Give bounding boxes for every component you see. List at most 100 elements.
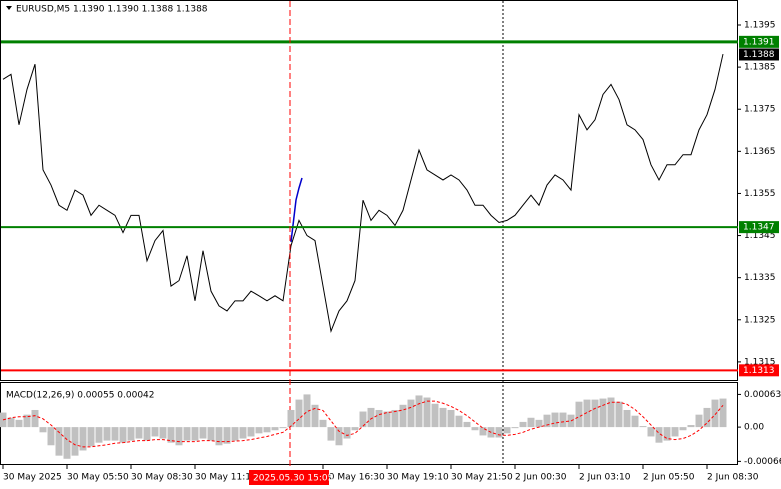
macd-bar [527, 417, 535, 428]
macd-bar [47, 427, 55, 446]
macd-bar [343, 427, 351, 439]
macd-bar [223, 427, 231, 444]
macd-bar [279, 427, 287, 429]
macd-bar [671, 427, 679, 437]
macd-bar [7, 417, 15, 428]
price-panel [0, 0, 738, 381]
y-tick-label: 1.1315 [744, 357, 776, 367]
macd-bar [431, 403, 439, 428]
x-tick-label: 30 May 2025 [3, 473, 62, 483]
crosshair-label: 2025.05.30 15:05 [253, 474, 333, 484]
x-tick-label: 30 May 11:10 [195, 473, 257, 483]
x-tick-label: 2 Jun 08:30 [707, 473, 759, 483]
level-label: 1.1391 [743, 37, 775, 47]
macd-bar [719, 398, 727, 428]
macd-bar [415, 395, 423, 428]
macd-bar [607, 397, 615, 428]
last-price-label: 1.1388 [743, 50, 775, 60]
macd-bar [471, 427, 479, 431]
macd-bar [383, 411, 391, 428]
y-tick-label: 1.1335 [744, 273, 776, 283]
macd-bar [207, 427, 215, 441]
macd-bar [55, 427, 63, 456]
macd-bar [191, 427, 199, 441]
macd-bar [519, 421, 527, 428]
macd-bar [119, 427, 127, 443]
macd-bar [231, 427, 239, 441]
macd-bar [295, 399, 303, 428]
macd-bar [143, 427, 151, 441]
macd-bar [103, 427, 111, 441]
macd-bar [543, 414, 551, 428]
level-label-box [739, 221, 779, 234]
macd-bar [327, 427, 335, 441]
macd-bar [695, 414, 703, 428]
macd-bar [391, 409, 399, 428]
macd-bar [39, 427, 47, 433]
macd-bar [423, 397, 431, 428]
macd-bar [439, 407, 447, 428]
macd-bar [551, 412, 559, 428]
macd-bar [95, 427, 103, 443]
macd-bar [303, 394, 311, 428]
macd-title: MACD(12,26,9) 0.00055 0.00042 [6, 391, 155, 401]
macd-bar [503, 427, 511, 434]
y-tick-label: 1.1375 [744, 105, 776, 115]
macd-bar [367, 407, 375, 428]
macd-bar [463, 421, 471, 428]
x-tick-label: 2 Jun 05:50 [643, 473, 695, 483]
x-tick-label: 2 Jun 03:10 [579, 473, 631, 483]
macd-bar [271, 427, 279, 431]
macd-bar [495, 427, 503, 438]
macd-bar [679, 427, 687, 431]
macd-bar [127, 427, 135, 441]
title-arrow [6, 6, 12, 10]
x-tick-label: 2 Jun 00:30 [515, 473, 567, 483]
macd-bar [447, 409, 455, 428]
price-line [2, 53, 724, 333]
macd-bar [23, 414, 31, 428]
macd-bar [591, 399, 599, 428]
macd-bar [407, 399, 415, 428]
macd-bar [655, 427, 663, 443]
macd-bar [351, 427, 359, 431]
y-tick-label: 0.00 [744, 423, 764, 433]
level-label-box [739, 364, 779, 377]
macd-bar [711, 399, 719, 428]
macd-bar [583, 399, 591, 428]
macd-bar [663, 427, 671, 441]
macd-bar [375, 409, 383, 428]
macd-bar [159, 427, 167, 439]
y-tick-label: -0.00066 [744, 457, 781, 467]
macd-bar [199, 427, 207, 439]
macd-bar [71, 427, 79, 456]
macd-bar [175, 427, 183, 446]
macd-bar [615, 401, 623, 428]
last-price-box [739, 48, 779, 61]
macd-bar [687, 425, 695, 428]
crosshair-label-box [249, 470, 329, 485]
macd-bar [703, 407, 711, 428]
x-tick-label: 30 May 21:50 [451, 473, 513, 483]
macd-bar [623, 409, 631, 428]
macd-bar [639, 426, 647, 428]
macd-bar [399, 404, 407, 428]
macd-bar [311, 404, 319, 428]
macd-bar [599, 398, 607, 428]
macd-bar [135, 427, 143, 439]
level-label-box [739, 35, 779, 48]
macd-bar [359, 411, 367, 428]
macd-bar [247, 427, 255, 437]
macd-bar [15, 419, 23, 428]
macd-bar [79, 427, 87, 451]
macd-bar [287, 409, 295, 428]
macd-bar [111, 427, 119, 441]
macd-bar [575, 401, 583, 428]
macd-bar [31, 409, 39, 428]
y-tick-label: 1.1365 [744, 147, 776, 157]
y-tick-label: 1.1395 [744, 21, 776, 31]
chart-title: EURUSD,M5 1.1390 1.1390 1.1388 1.1388 [16, 5, 208, 15]
macd-bar [647, 427, 655, 437]
macd-bar [239, 427, 247, 439]
